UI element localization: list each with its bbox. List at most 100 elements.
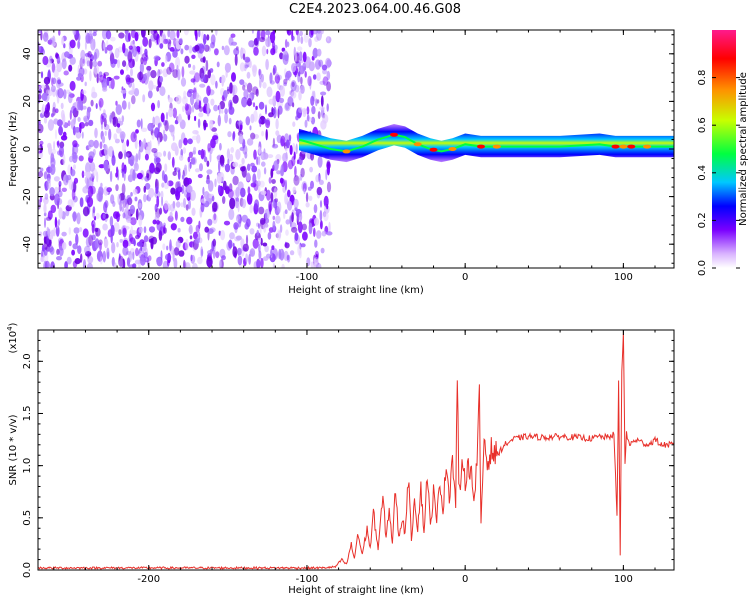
noise-speckle (156, 152, 163, 158)
noise-speckle (299, 30, 303, 37)
noise-speckle (85, 162, 91, 175)
noise-speckle (60, 135, 68, 141)
noise-speckle (295, 115, 299, 121)
noise-speckle (312, 30, 318, 35)
noise-speckle (246, 163, 251, 171)
noise-speckle (68, 64, 73, 72)
noise-speckle (189, 235, 193, 240)
noise-speckle (310, 30, 314, 36)
noise-speckle (67, 164, 71, 175)
noise-speckle (78, 155, 84, 162)
noise-speckle (316, 230, 322, 239)
noise-speckle (98, 164, 105, 169)
noise-speckle (47, 210, 53, 220)
noise-speckle (246, 82, 253, 93)
noise-speckle (142, 36, 149, 47)
noise-speckle (106, 40, 109, 47)
noise-speckle (121, 183, 126, 195)
noise-speckle (258, 69, 262, 80)
noise-speckle (134, 157, 138, 169)
noise-speckle (76, 212, 81, 225)
noise-speckle (300, 243, 306, 248)
noise-speckle (86, 196, 94, 208)
noise-speckle (157, 100, 161, 109)
noise-speckle (200, 198, 207, 204)
noise-speckle (233, 47, 240, 56)
noise-speckle (270, 168, 274, 179)
noise-speckle (263, 167, 267, 175)
noise-speckle (163, 38, 169, 45)
noise-speckle (171, 142, 178, 152)
noise-speckle (311, 105, 316, 115)
noise-speckle (214, 48, 219, 56)
noise-speckle (312, 47, 319, 59)
noise-speckle (268, 200, 273, 212)
noise-speckle (38, 120, 41, 125)
noise-speckle (40, 30, 43, 41)
noise-speckle (206, 102, 210, 114)
noise-speckle (128, 45, 133, 50)
noise-speckle (156, 195, 160, 208)
x-tick-label: 100 (614, 574, 633, 585)
x-tick-label: -100 (296, 272, 319, 283)
noise-speckle (218, 160, 221, 173)
noise-speckle (42, 32, 49, 42)
noise-speckle (114, 138, 120, 144)
noise-speckle (113, 222, 120, 233)
noise-speckle (160, 112, 165, 123)
noise-speckle (308, 38, 312, 48)
noise-speckle (89, 58, 93, 70)
noise-speckle (95, 103, 98, 109)
noise-speckle (172, 69, 179, 79)
noise-speckle (143, 226, 147, 234)
noise-speckle (303, 188, 306, 195)
noise-speckle (313, 204, 318, 214)
noise-speckle (99, 149, 104, 158)
noise-speckle (212, 249, 216, 259)
noise-speckle (174, 167, 181, 173)
noise-speckle (173, 247, 180, 256)
noise-speckle (310, 95, 315, 106)
noise-speckle (326, 81, 331, 92)
noise-speckle (253, 110, 258, 122)
noise-speckle (316, 99, 320, 104)
snr-frame (37, 329, 675, 571)
noise-speckle (219, 76, 223, 84)
noise-speckle (259, 120, 262, 128)
noise-speckle (103, 109, 106, 116)
noise-speckle (47, 69, 51, 79)
noise-speckle (235, 235, 242, 241)
noise-speckle (259, 226, 262, 235)
noise-speckle (309, 78, 312, 90)
noise-speckle (308, 222, 313, 235)
noise-speckle (61, 187, 67, 192)
noise-speckle (206, 112, 210, 117)
noise-speckle (128, 233, 133, 243)
noise-speckle (147, 122, 154, 132)
noise-speckle (223, 45, 230, 56)
noise-speckle (47, 119, 55, 131)
noise-speckle (182, 147, 186, 154)
noise-speckle (237, 120, 244, 126)
noise-speckle (138, 227, 143, 233)
noise-speckle (239, 79, 245, 85)
noise-speckle (95, 212, 100, 220)
signal-hotspot (429, 147, 438, 152)
snr-x-label: Height of straight line (km) (288, 585, 424, 596)
noise-speckle (207, 143, 211, 152)
noise-speckle (150, 70, 157, 79)
noise-speckle (257, 156, 261, 166)
noise-speckle (194, 72, 200, 83)
signal-hotspot (643, 144, 652, 149)
noise-speckle (287, 159, 294, 170)
noise-speckle (308, 195, 313, 201)
noise-speckle (144, 153, 149, 161)
noise-speckle (202, 186, 205, 196)
noise-speckle (213, 213, 217, 221)
noise-speckle (270, 192, 274, 203)
noise-speckle (53, 69, 59, 78)
noise-speckle (58, 125, 63, 136)
noise-speckle (272, 64, 277, 74)
colorbar-ticks: 0.0 0.2 0.4 0.6 0.8 (697, 70, 740, 276)
noise-speckle (179, 119, 186, 130)
